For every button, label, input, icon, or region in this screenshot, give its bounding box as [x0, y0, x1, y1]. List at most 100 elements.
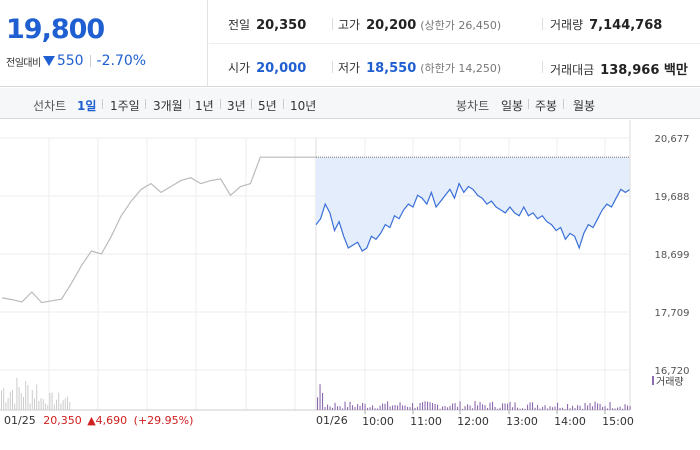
- volume-bar: [369, 407, 371, 410]
- volume-bar: [439, 408, 441, 410]
- period-3m[interactable]: 3개월: [153, 99, 183, 113]
- candle-monthly[interactable]: 월봉: [573, 99, 596, 113]
- volume-bar: [477, 405, 479, 410]
- stat-label: 거래량: [550, 18, 584, 32]
- line-chart-label: 선차트: [33, 99, 67, 113]
- volume-bar: [412, 403, 414, 410]
- volume-bar: [40, 398, 42, 410]
- volume-bar: [56, 399, 57, 410]
- volume-bar: [409, 407, 411, 410]
- x-tick-label: 14:00: [554, 415, 586, 428]
- volume-bar: [627, 405, 629, 410]
- divider: [251, 99, 252, 109]
- period-1w[interactable]: 1주일: [110, 99, 140, 113]
- x-tick-label: 13:00: [506, 415, 538, 428]
- volume-bar: [31, 390, 33, 410]
- divider: [542, 18, 543, 30]
- volume-bar: [489, 402, 491, 410]
- volume-bar: [537, 405, 539, 410]
- stat-high: 고가 20,200 (상한가 26,450): [338, 16, 501, 33]
- volume-bar: [549, 406, 551, 410]
- y-axis-ticks: 20,677 19,688 18,699 17,709 16,720: [655, 134, 690, 377]
- volume-bar: [524, 408, 526, 410]
- volume-bar: [444, 406, 446, 410]
- volume-bar: [459, 401, 461, 410]
- volume-bar: [392, 405, 394, 410]
- volume-bar: [12, 389, 13, 410]
- period-1d[interactable]: 1일: [77, 99, 97, 113]
- volume-bar: [42, 399, 44, 410]
- volume-bar: [34, 398, 35, 410]
- volume-bar: [347, 407, 349, 410]
- volume-bar: [437, 404, 439, 410]
- volume-bar: [532, 402, 534, 410]
- period-10y[interactable]: 10년: [290, 99, 317, 113]
- stat-note: (하한가 14,250): [420, 62, 502, 75]
- volume-bar: [9, 391, 11, 410]
- x-tick-label: 10:00: [362, 415, 394, 428]
- volume-bar: [332, 407, 334, 410]
- y-tick-label: 16,720: [655, 366, 690, 377]
- volume-bar: [25, 381, 27, 410]
- volume-bar: [534, 407, 536, 410]
- divider: [189, 99, 190, 109]
- stat-value: 138,966 백만: [600, 63, 688, 78]
- volume-bar: [442, 406, 444, 410]
- volume-bar: [404, 405, 406, 410]
- volume-bar: [47, 405, 49, 410]
- volume-bar: [344, 401, 346, 410]
- period-5y[interactable]: 5년: [258, 99, 277, 113]
- volume-bar: [512, 407, 514, 410]
- volume-bar: [407, 406, 409, 410]
- quote-header: 19,800 전일대비 550 -2.70% 전일 20,350 고가 20,200…: [0, 0, 700, 87]
- volume-bar: [454, 403, 456, 410]
- stat-value: 20,200: [366, 18, 417, 33]
- volume-bar: [339, 406, 341, 410]
- volume-bar: [579, 405, 581, 410]
- volume-bar: [372, 405, 374, 410]
- volume-bar: [552, 407, 554, 410]
- volume-bar: [362, 402, 364, 410]
- volume-bar: [334, 402, 336, 410]
- divider: [332, 18, 333, 30]
- x-tick-label: 12:00: [457, 415, 489, 428]
- stat-value: 18,550: [366, 61, 417, 76]
- period-1y[interactable]: 1년: [195, 99, 214, 113]
- volume-bar: [16, 377, 18, 410]
- volume-bar: [624, 404, 626, 410]
- volume-bar: [544, 405, 546, 410]
- volume-bar: [612, 408, 614, 410]
- candle-daily[interactable]: 일봉: [501, 99, 524, 113]
- chart-controls: 선차트 1일 1주일 3개월 1년 3년 5년 10년 봉차트 일봉 주봉 월봉: [0, 88, 700, 119]
- price-chart: 20,677 19,688 18,699 17,709 16,720 10:00 11:0…: [0, 120, 690, 428]
- x-tick-label: 15:00: [602, 415, 634, 428]
- volume-bar: [497, 408, 499, 410]
- header-row-divider: [209, 43, 700, 44]
- volume-bar: [507, 403, 509, 410]
- volume-bar: [499, 407, 501, 410]
- volume-bar: [569, 408, 571, 410]
- x-tick-label: 11:00: [410, 415, 442, 428]
- volume-bar: [619, 406, 621, 410]
- volume-bar: [414, 407, 416, 410]
- volume-bar: [422, 402, 424, 410]
- volume-bar: [374, 408, 376, 410]
- candle-chart-label: 봉차트: [456, 99, 490, 113]
- volume-bar: [452, 403, 454, 410]
- volume-bar: [377, 408, 379, 410]
- volume-bar: [1, 390, 2, 410]
- volume-bar: [67, 396, 68, 410]
- volume-bar: [5, 402, 7, 410]
- volume-bar: [522, 408, 524, 410]
- volume-bar: [69, 402, 71, 410]
- volume-bar: [23, 396, 24, 410]
- day2-date: 01/26: [316, 414, 348, 427]
- volume-bar: [38, 400, 40, 410]
- candle-weekly[interactable]: 주봉: [535, 99, 558, 113]
- period-3y[interactable]: 3년: [227, 99, 246, 113]
- volume-bar: [36, 384, 38, 410]
- volume-bar: [53, 404, 55, 410]
- stat-label: 시가: [228, 61, 251, 75]
- volume-bar: [614, 408, 616, 410]
